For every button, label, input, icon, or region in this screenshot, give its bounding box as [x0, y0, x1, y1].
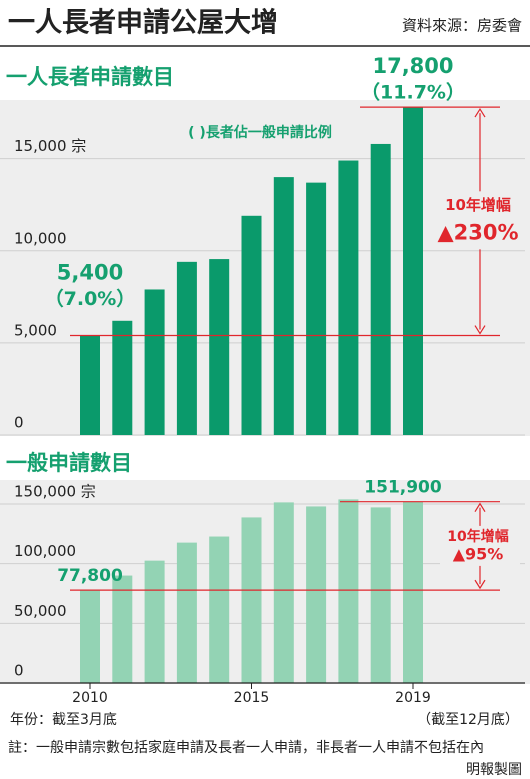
bar — [112, 575, 133, 683]
bar — [209, 259, 230, 435]
arrow-head — [474, 107, 486, 118]
increase-label: 10年增幅 — [447, 528, 508, 545]
y-tick-label: 100,000 — [14, 542, 76, 560]
credit: 明報製圖 — [466, 762, 522, 778]
y-tick-label: 10,000 — [14, 229, 67, 247]
y-tick-label: 50,000 — [14, 602, 67, 620]
bar — [273, 177, 294, 435]
legend-note: ( )長者佔一般申請比例 — [188, 124, 332, 141]
bar — [241, 215, 262, 435]
bar — [370, 143, 391, 435]
bar — [80, 590, 100, 683]
y-tick-label: 5,000 — [14, 321, 57, 339]
title: 一人長者申請公屋大增 — [8, 7, 278, 39]
increase-label: 10年增幅 — [445, 196, 511, 214]
value-label: 5,400 — [57, 261, 123, 285]
increase-value: ▲230% — [437, 220, 518, 244]
increase-value: ▲95% — [453, 544, 504, 563]
bar — [338, 499, 359, 683]
bar — [209, 536, 230, 683]
y-tick-label: 150,000 宗 — [14, 482, 96, 500]
source: 資料來源：房委會 — [402, 17, 522, 35]
x-tick-label: 2010 — [72, 690, 108, 706]
bar — [176, 542, 197, 683]
bar — [306, 182, 327, 435]
bar — [306, 506, 327, 683]
bar — [241, 517, 262, 683]
bar — [80, 335, 100, 435]
bar — [370, 507, 391, 683]
value-label: 77,800 — [57, 566, 123, 586]
arrow-head — [474, 579, 486, 590]
bar — [144, 560, 165, 683]
value-label: 17,800 — [372, 54, 453, 78]
y-tick-label: 0 — [14, 662, 24, 680]
chart-subtitle: 一般申請數目 — [6, 451, 132, 475]
y-tick-label: 0 — [14, 414, 24, 432]
x-tick-label: 2019 — [395, 690, 431, 706]
bar — [403, 501, 423, 683]
chart-subtitle: 一人長者申請數目 — [6, 65, 174, 89]
bar — [112, 320, 133, 435]
arrow-head — [474, 325, 486, 335]
value-label: 151,900 — [364, 478, 442, 498]
arrow-head — [474, 502, 486, 512]
share-label: （7.0%） — [45, 287, 136, 310]
last-note: （截至12月底） — [417, 712, 519, 728]
note: 註：一般申請宗數包括家庭申請及長者一人申請，非長者一人申請不包括在內 — [8, 739, 484, 756]
bar — [273, 502, 294, 683]
bar — [144, 289, 165, 435]
bar — [176, 261, 197, 435]
x-tick-label: 2015 — [234, 690, 270, 706]
y-tick-label: 15,000 宗 — [14, 137, 86, 155]
bar — [403, 107, 423, 436]
year-note: 年份：截至3月底 — [10, 712, 117, 728]
share-label: （11.7%） — [361, 81, 465, 104]
label-bg — [440, 525, 520, 566]
label-bg — [440, 191, 520, 250]
bar — [338, 160, 359, 436]
